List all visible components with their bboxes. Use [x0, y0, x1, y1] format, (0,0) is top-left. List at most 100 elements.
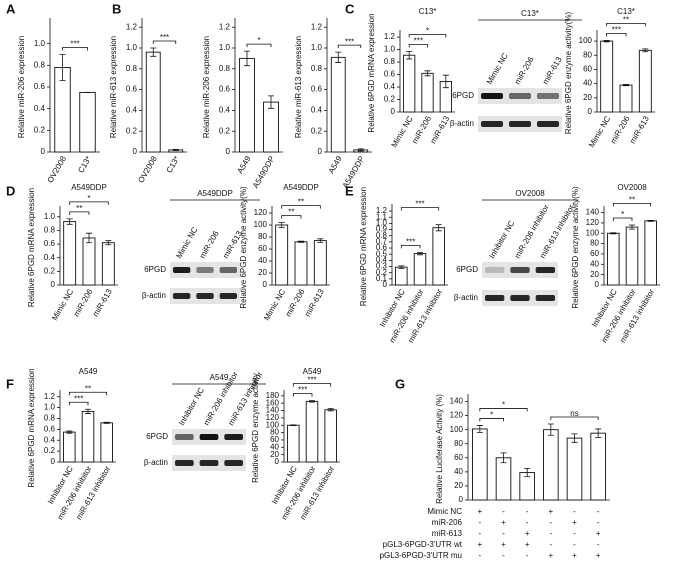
y-tick-label: 80: [258, 232, 267, 241]
y-tick-label: 1.2: [219, 22, 231, 31]
blot-band: [224, 460, 243, 466]
error-bar: [86, 232, 92, 244]
condition-sign: -: [478, 518, 481, 527]
error-bar: [105, 240, 112, 246]
y-tick-label: 0: [391, 107, 396, 116]
y-axis-label: Relative 6PGD mRNA expression: [367, 13, 376, 132]
condition-sign: +: [548, 507, 553, 516]
y-tick-label: 40: [454, 467, 463, 476]
error-bar: [571, 433, 578, 443]
y-tick-label: 1.2: [44, 392, 56, 401]
blot-band: [535, 267, 555, 273]
y-tick-label: 0: [383, 280, 388, 289]
bar: [472, 428, 488, 501]
chart-title: A549: [79, 367, 98, 376]
error-bar: [642, 48, 649, 53]
y-tick-label: 80: [454, 439, 463, 448]
x-tick-label: Mimic NC: [262, 287, 287, 322]
y-tick-label: 0: [595, 280, 600, 289]
error-bar: [298, 240, 304, 243]
bar: [239, 57, 255, 153]
bar: [638, 49, 652, 113]
condition-sign: -: [597, 507, 600, 516]
y-axis-label: Relative Luciferase Activity (%): [435, 394, 444, 504]
y-tick-label: 100: [586, 228, 600, 237]
panel-label: C: [345, 1, 355, 16]
error-bar: [435, 224, 442, 232]
significance-label: *: [490, 411, 493, 420]
panel-label: E: [345, 183, 354, 198]
blot-title: A549: [210, 373, 229, 382]
blot-band: [481, 121, 503, 127]
significance-bracket: [62, 47, 88, 51]
condition-sign: -: [502, 507, 505, 516]
condition-sign: -: [526, 518, 529, 527]
y-tick-label: 1.0: [311, 43, 323, 52]
bar: [330, 56, 346, 153]
error-bar: [66, 218, 73, 225]
blot-row-label: β-actin: [144, 458, 168, 467]
y-tick-label: 100: [266, 420, 280, 429]
y-tick-label: 1.0: [34, 39, 46, 48]
bar: [403, 54, 416, 113]
bar: [100, 422, 113, 463]
y-tick-label: 80: [270, 428, 279, 437]
y-tick-label: 1.0: [219, 43, 231, 52]
significance-bracket: [292, 393, 313, 397]
y-tick-label: 80: [590, 239, 599, 248]
blot-band: [175, 460, 194, 466]
y-tick-label: 0.6: [44, 239, 56, 248]
error-bar: [66, 430, 73, 434]
condition-sign: -: [549, 540, 552, 549]
y-tick-label: 0.6: [219, 85, 231, 94]
chart-title: A549DDP: [71, 183, 107, 192]
y-tick-label: 0.2: [219, 126, 231, 135]
blot-row-label: β-actin: [142, 291, 166, 300]
blot-band: [485, 267, 505, 273]
y-tick-label: 0.8: [384, 57, 396, 66]
significance-bracket: [400, 244, 421, 249]
significance-label: *: [257, 36, 260, 45]
error-bar: [335, 51, 342, 63]
y-tick-label: 140: [586, 208, 600, 217]
chart-title: A549DDP: [283, 183, 319, 192]
lane-label: Mimic NC: [174, 225, 199, 260]
significance-bracket: [408, 34, 447, 38]
y-tick-label: 0.6: [384, 70, 396, 79]
blot-band: [509, 121, 531, 127]
x-tick-label: A549: [327, 154, 344, 175]
y-axis-label: Relative 6PGD mRNA expression: [359, 187, 368, 306]
blot-band: [485, 295, 505, 301]
y-tick-label: 0.8: [44, 414, 56, 423]
y-tick-label: 1.0: [126, 43, 138, 52]
bar: [644, 220, 657, 286]
significance-bracket: [69, 201, 109, 205]
lane-label: Mimic NC: [485, 51, 510, 86]
y-tick-label: 0.6: [34, 82, 46, 91]
bar: [619, 84, 633, 113]
error-bar: [524, 467, 531, 478]
y-tick-label: 0: [588, 107, 593, 116]
error-bar: [244, 50, 250, 67]
condition-sign: -: [573, 540, 576, 549]
y-tick-label: 0: [51, 457, 56, 466]
condition-sign: -: [597, 540, 600, 549]
significance-label: **: [85, 384, 91, 393]
bar: [543, 429, 559, 501]
condition-sign: +: [477, 540, 482, 549]
blot-band: [537, 121, 559, 127]
significance-bracket: [152, 40, 177, 44]
bar: [294, 241, 308, 286]
bar: [101, 242, 115, 286]
x-tick-label: OV2008: [46, 154, 69, 184]
blot-band: [537, 93, 559, 99]
blot-row-label: 6PGD: [144, 265, 166, 274]
chart-title: A549: [303, 367, 322, 376]
bar: [79, 91, 96, 153]
bar: [305, 400, 319, 463]
y-tick-label: 0: [318, 147, 323, 156]
y-tick-label: 0.5: [376, 249, 388, 258]
error-bar: [595, 428, 602, 438]
y-tick-label: 40: [590, 259, 599, 268]
